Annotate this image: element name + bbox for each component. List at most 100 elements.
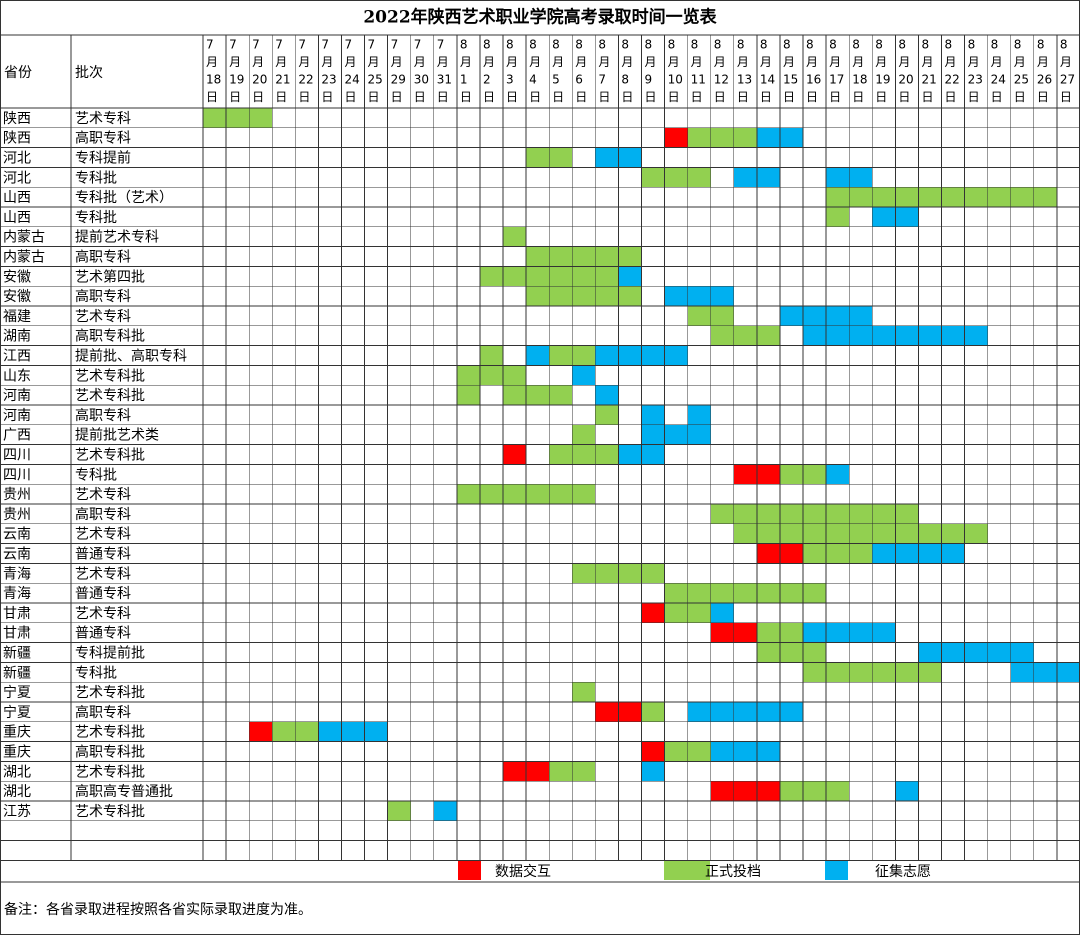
- status-cell: [526, 484, 550, 504]
- status-cell: [572, 266, 596, 287]
- status-cell: [572, 563, 596, 584]
- status-cell: [456, 484, 480, 504]
- status-cell: [849, 622, 873, 643]
- status-cell: [1010, 662, 1034, 683]
- status-cell: [849, 504, 873, 524]
- province: 青海: [3, 566, 31, 582]
- date-header: 月: [714, 55, 726, 69]
- province: 河南: [3, 388, 31, 404]
- status-cell: [710, 286, 734, 306]
- date-header: 月: [875, 55, 887, 69]
- date-header: 8: [1037, 38, 1045, 52]
- batch: 艺术专科: [75, 487, 131, 503]
- date-header: 24: [344, 73, 359, 87]
- date-header: 7: [368, 38, 376, 52]
- status-cell: [872, 662, 896, 683]
- status-cell: [503, 365, 527, 386]
- status-cell: [641, 603, 665, 623]
- batch: 提前批、高职专科: [75, 348, 187, 365]
- batch: 艺术专科: [75, 111, 131, 127]
- status-cell: [549, 286, 573, 306]
- date-header: 7: [598, 73, 606, 87]
- status-cell: [595, 405, 619, 425]
- legend-swatch: [825, 861, 848, 880]
- date-header: 10: [668, 73, 683, 87]
- date-header: 11: [691, 73, 706, 87]
- batch: 艺术专科批: [75, 804, 145, 820]
- date-header: 日: [229, 90, 241, 104]
- province: 四川: [3, 467, 31, 483]
- status-cell: [803, 642, 827, 663]
- status-cell: [549, 266, 573, 287]
- status-cell: [526, 286, 550, 306]
- date-header: 月: [252, 55, 264, 69]
- status-cell: [803, 504, 827, 524]
- date-header: 日: [1014, 90, 1026, 104]
- date-header: 8: [552, 38, 560, 52]
- status-cell: [572, 424, 596, 445]
- date-header: 7: [298, 38, 306, 52]
- date-header: 日: [391, 90, 403, 104]
- status-cell: [526, 345, 550, 366]
- status-cell: [710, 504, 734, 524]
- status-cell: [964, 187, 988, 207]
- date-header: 日: [552, 90, 564, 104]
- date-header: 8: [898, 38, 906, 52]
- date-header: 月: [829, 55, 841, 69]
- status-cell: [1033, 662, 1057, 683]
- status-cell: [918, 325, 942, 346]
- date-header: 8: [875, 38, 883, 52]
- date-header: 23: [321, 73, 336, 87]
- status-cell: [733, 127, 757, 148]
- date-header: 8: [852, 38, 860, 52]
- date-header: 日: [506, 90, 518, 104]
- date-header: 7: [252, 38, 260, 52]
- status-cell: [756, 523, 780, 544]
- status-cell: [826, 662, 850, 683]
- status-cell: [641, 702, 665, 722]
- province: 贵州: [3, 487, 31, 503]
- header-batch: 批次: [75, 65, 103, 81]
- date-header: 月: [898, 55, 910, 69]
- status-cell: [733, 702, 757, 722]
- status-cell: [849, 325, 873, 346]
- date-header: 7: [275, 38, 283, 52]
- batch: 高职专科: [75, 288, 131, 305]
- date-header: 日: [737, 90, 749, 104]
- date-header: 15: [783, 73, 798, 87]
- status-cell: [918, 543, 942, 564]
- status-cell: [895, 523, 919, 544]
- date-header: 16: [806, 73, 821, 87]
- date-header: 日: [529, 90, 541, 104]
- batch: 艺术专科批: [75, 764, 145, 780]
- status-cell: [964, 523, 988, 544]
- date-header: 7: [344, 38, 352, 52]
- date-header: 日: [968, 90, 980, 104]
- date-header: 日: [852, 90, 864, 104]
- date-header: 18: [852, 73, 867, 87]
- date-header: 8: [714, 38, 722, 52]
- status-cell: [849, 543, 873, 564]
- province: 山西: [3, 190, 31, 206]
- date-header: 日: [414, 90, 426, 104]
- batch: 专科批: [75, 467, 117, 483]
- province: 云南: [3, 547, 31, 563]
- status-cell: [779, 543, 804, 564]
- province: 湖南: [3, 329, 31, 345]
- header-province: 省份: [4, 65, 32, 81]
- date-header: 月: [229, 55, 241, 69]
- status-cell: [1010, 187, 1034, 207]
- date-header: 日: [806, 90, 818, 104]
- status-cell: [526, 246, 550, 267]
- batch: 艺术专科: [75, 309, 131, 325]
- status-cell: [733, 504, 757, 524]
- date-header: 日: [275, 90, 287, 104]
- date-header: 8: [506, 38, 514, 52]
- date-header: 19: [229, 73, 244, 87]
- batch: 艺术专科批: [75, 725, 145, 741]
- date-header: 2: [483, 73, 491, 87]
- status-cell: [733, 167, 757, 188]
- date-header: 月: [852, 55, 864, 69]
- status-cell: [1033, 187, 1057, 207]
- province: 重庆: [3, 725, 31, 741]
